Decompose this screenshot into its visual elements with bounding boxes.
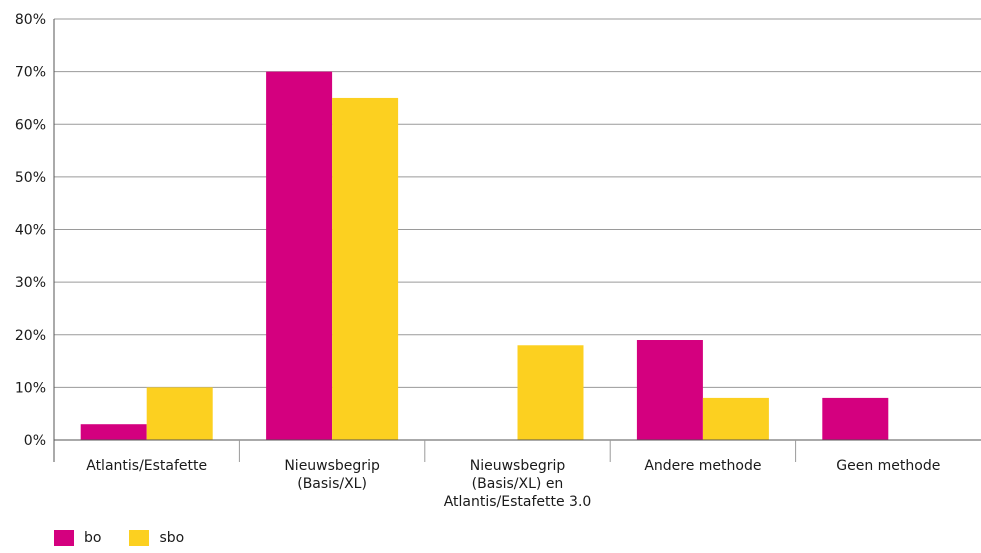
y-tick-label: 10%: [15, 380, 46, 396]
x-tick-label: Andere methode: [644, 458, 761, 474]
bar-bo: [80, 424, 147, 440]
y-tick-label: 80%: [15, 12, 46, 28]
x-tick-label: Nieuwsbegrip (Basis/XL): [284, 458, 380, 492]
bar-bo: [636, 340, 703, 440]
y-tick-label: 0%: [24, 433, 46, 449]
y-tick-label: 50%: [15, 170, 46, 186]
legend-swatch-sbo: [129, 530, 150, 546]
y-tick-label: 40%: [15, 223, 46, 239]
bar-sbo: [332, 97, 399, 440]
legend-item-bo: bo: [54, 530, 101, 546]
legend-swatch-bo: [54, 530, 74, 546]
bar-sbo: [702, 397, 769, 440]
gridlines: [54, 18, 981, 388]
bar-bo: [822, 397, 889, 440]
x-axis-labels: Atlantis/Estafette Nieuwsbegrip (Basis/XL)…: [86, 458, 940, 510]
legend: bo sbo: [54, 530, 212, 546]
y-tick-label: 70%: [15, 65, 46, 81]
x-tick-label: Atlantis/Estafette: [86, 458, 207, 474]
legend-label-bo: bo: [84, 530, 102, 546]
x-tick-label: Geen methode: [836, 458, 940, 474]
bar-sbo: [517, 345, 584, 440]
x-tick-label: Nieuwsbegrip (Basis/XL) en Atlantis/Estafe…: [444, 458, 592, 510]
bars: [80, 71, 889, 440]
y-axis-ticks: 0% 10% 20% 30% 40% 50% 60% 70% 80%: [15, 12, 46, 449]
legend-item-sbo: sbo: [129, 530, 184, 546]
legend-label-sbo: sbo: [159, 530, 185, 546]
bar-bo: [266, 71, 333, 440]
y-tick-label: 20%: [15, 328, 46, 344]
y-tick-label: 60%: [15, 117, 46, 133]
bar-sbo: [146, 387, 213, 440]
x-axis: [53, 19, 981, 462]
y-tick-label: 30%: [15, 275, 46, 291]
